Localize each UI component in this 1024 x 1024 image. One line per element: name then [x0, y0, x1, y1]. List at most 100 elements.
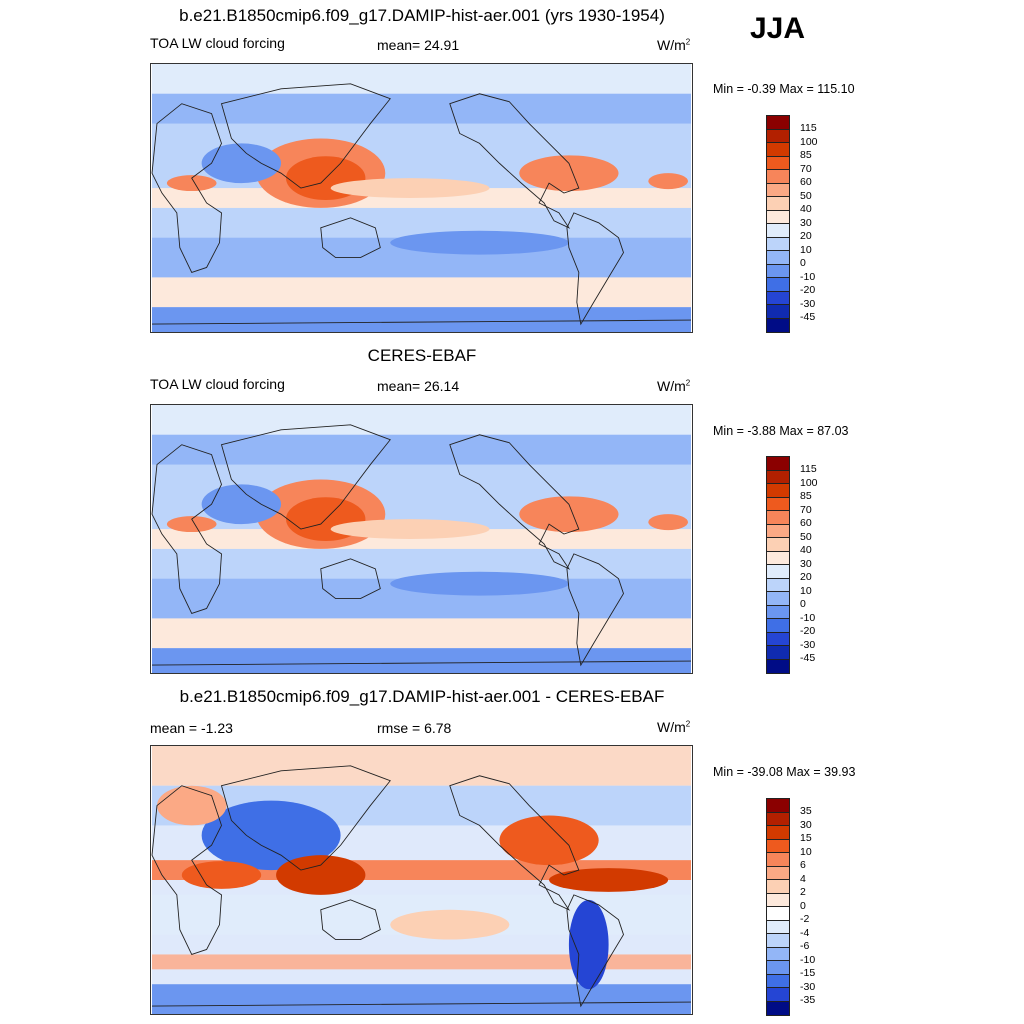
coastline [152, 660, 691, 666]
field-band [152, 618, 691, 649]
colorbar-swatch [767, 224, 789, 238]
panel-3-units: W/m2 [657, 719, 691, 735]
field-contour [166, 175, 217, 192]
colorbar-swatch [767, 278, 789, 292]
colorbar-tick-label: 115 [800, 122, 817, 134]
colorbar-swatch [767, 988, 789, 1002]
colorbar-tick-label: -2 [800, 913, 810, 925]
colorbar-tick-label: 70 [800, 162, 812, 175]
colorbar-swatch [767, 907, 789, 921]
colorbar-swatch [767, 592, 789, 606]
panel-3-colorbar [766, 798, 790, 1016]
field-band [152, 984, 691, 1014]
field-contour [499, 815, 599, 866]
colorbar-swatch [767, 183, 789, 197]
colorbar-tick-label: 100 [800, 135, 818, 148]
field-band [152, 307, 691, 332]
panel-1-colorbar-labels: 115 100 85 70 60 50 40 30 20 10 0 -10 -20 -30 -45 [800, 115, 818, 323]
colorbar-swatch [767, 578, 789, 592]
colorbar-tick-label: -10 [800, 270, 816, 283]
colorbar-swatch [767, 893, 789, 907]
colorbar-swatch [767, 961, 789, 975]
colorbar-swatch [767, 264, 789, 278]
colorbar-tick-label: 10 [800, 243, 812, 256]
colorbar-swatch [767, 1001, 789, 1015]
colorbar-swatch [767, 457, 789, 471]
panel-2-minmax: Min = -3.88 Max = 87.03 [713, 424, 849, 438]
panel-2-mean: mean= 26.14 [377, 378, 460, 394]
colorbar-tick-label: -4 [800, 926, 810, 939]
colorbar-swatch [767, 156, 789, 170]
coastline [151, 444, 222, 614]
colorbar-swatch [767, 659, 789, 673]
field-contour [201, 800, 341, 871]
colorbar-tick-label: 30 [800, 557, 812, 570]
colorbar-swatch [767, 143, 789, 157]
panel-3-title: b.e21.B1850cmip6.f09_g17.DAMIP-hist-aer.… [179, 687, 665, 706]
coastline [320, 899, 381, 941]
colorbar-tick-label: -45 [800, 311, 816, 323]
coastline [320, 217, 381, 259]
field-contour [549, 868, 669, 892]
colorbar-tick-label: 35 [800, 805, 812, 817]
colorbar-swatch [767, 812, 789, 826]
field-contour [201, 484, 282, 525]
field-contour [330, 519, 490, 539]
colorbar-tick-label: 60 [800, 517, 812, 529]
colorbar-tick-label: 6 [800, 859, 806, 871]
panel-2-field-label: TOA LW cloud forcing [150, 376, 285, 392]
colorbar-swatch [767, 632, 789, 646]
colorbar-tick-label: 70 [800, 503, 812, 516]
panel-3-colorbar-labels: 35 30 15 10 6 4 2 0 -2 -4 -6 -10 -15 -30 -35 [800, 798, 816, 1006]
colorbar-swatch [767, 237, 789, 251]
field-contour [166, 516, 217, 533]
coastline [320, 558, 381, 600]
field-contour [568, 899, 609, 990]
colorbar-swatch [767, 551, 789, 565]
colorbar-swatch [767, 826, 789, 840]
colorbar-swatch [767, 565, 789, 579]
colorbar-tick-label: 20 [800, 571, 812, 583]
colorbar-swatch [767, 853, 789, 867]
panel-1-colorbar [766, 115, 790, 333]
colorbar-tick-label: 50 [800, 189, 812, 202]
colorbar-tick-label: -45 [800, 652, 816, 664]
field-band [152, 64, 691, 94]
colorbar-swatch [767, 511, 789, 525]
colorbar-tick-label: 15 [800, 832, 812, 844]
colorbar-swatch [767, 880, 789, 894]
season-label: JJA [750, 12, 806, 45]
panel-1-map [150, 63, 693, 333]
field-contour [519, 496, 619, 533]
coastline [220, 83, 391, 189]
field-contour [519, 155, 619, 192]
colorbar-tick-label: -10 [800, 953, 816, 966]
colorbar-tick-label: -20 [800, 625, 816, 637]
colorbar-tick-label: -10 [800, 611, 816, 624]
field-contour [276, 855, 366, 895]
colorbar-swatch [767, 934, 789, 948]
colorbar-tick-label: 40 [800, 203, 812, 215]
colorbar-swatch [767, 305, 789, 319]
panel-1-field-label: TOA LW cloud forcing [150, 35, 285, 51]
coastline [151, 785, 222, 955]
field-contour [390, 230, 569, 255]
colorbar-swatch [767, 920, 789, 934]
panel-2-colorbar [766, 456, 790, 674]
coastline [566, 894, 624, 1008]
colorbar-swatch [767, 619, 789, 633]
colorbar-swatch [767, 538, 789, 552]
colorbar-tick-label: 30 [800, 216, 812, 229]
colorbar-swatch [767, 318, 789, 332]
field-band [152, 434, 691, 465]
colorbar-tick-label: 2 [800, 886, 806, 898]
colorbar-swatch [767, 605, 789, 619]
colorbar-swatch [767, 839, 789, 853]
colorbar-tick-label: 85 [800, 490, 812, 502]
colorbar-tick-label: 0 [800, 257, 806, 269]
colorbar-tick-label: 50 [800, 530, 812, 543]
coastline [566, 553, 624, 667]
field-band [152, 277, 691, 308]
panel-3-mean: mean = -1.23 [150, 720, 233, 736]
colorbar-swatch [767, 866, 789, 880]
